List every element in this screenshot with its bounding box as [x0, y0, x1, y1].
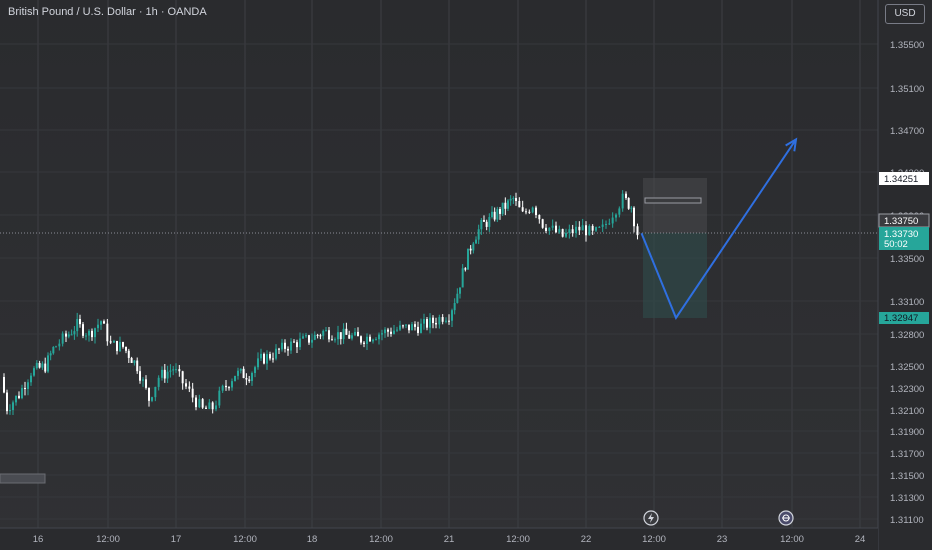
svg-text:12:00: 12:00 — [642, 534, 666, 545]
economic-event-icon[interactable] — [643, 510, 659, 526]
svg-text:12:00: 12:00 — [96, 534, 120, 545]
projection-arrow[interactable] — [640, 137, 798, 320]
svg-text:1.32800: 1.32800 — [890, 330, 924, 341]
svg-text:23: 23 — [717, 534, 728, 545]
svg-text:12:00: 12:00 — [233, 534, 257, 545]
currency-button[interactable]: USD — [885, 4, 925, 24]
svg-text:18: 18 — [307, 534, 318, 545]
svg-text:21: 21 — [444, 534, 455, 545]
svg-text:16: 16 — [33, 534, 44, 545]
svg-text:1.34251: 1.34251 — [884, 174, 918, 185]
svg-text:1.31300: 1.31300 — [890, 493, 924, 504]
holiday-event-icon[interactable] — [778, 510, 794, 526]
svg-text:50:02: 50:02 — [884, 239, 908, 250]
svg-text:1.31900: 1.31900 — [890, 427, 924, 438]
entry-price-label: 1.33750 — [878, 213, 930, 228]
svg-text:1.35500: 1.35500 — [890, 40, 924, 51]
svg-text:1.32947: 1.32947 — [884, 313, 918, 324]
svg-text:1.33100: 1.33100 — [890, 297, 924, 308]
target-price-label: 1.34251 — [879, 172, 929, 185]
svg-text:1.33730: 1.33730 — [884, 229, 918, 240]
svg-text:22: 22 — [581, 534, 592, 545]
svg-text:1.35100: 1.35100 — [890, 84, 924, 95]
svg-text:1.32500: 1.32500 — [890, 362, 924, 373]
svg-text:1.31500: 1.31500 — [890, 471, 924, 482]
svg-text:1.33500: 1.33500 — [890, 254, 924, 265]
chart-title: British Pound / U.S. Dollar · 1h · OANDA — [8, 6, 207, 18]
svg-text:24: 24 — [855, 534, 866, 545]
svg-text:12:00: 12:00 — [369, 534, 393, 545]
svg-text:1.32100: 1.32100 — [890, 406, 924, 417]
position-drawing[interactable] — [0, 178, 878, 484]
time-axis[interactable]: 16 12:00 17 12:00 18 12:00 21 12:00 22 12:00 23 12:… — [0, 510, 878, 550]
svg-text:1.31100: 1.31100 — [890, 515, 924, 526]
candlestick-series — [3, 190, 639, 415]
svg-text:12:00: 12:00 — [506, 534, 530, 545]
stop-price-label: 1.32947 — [879, 312, 929, 324]
svg-text:1.31700: 1.31700 — [890, 449, 924, 460]
svg-text:17: 17 — [171, 534, 182, 545]
svg-text:1.32300: 1.32300 — [890, 384, 924, 395]
svg-text:1.34700: 1.34700 — [890, 126, 924, 137]
price-axis[interactable]: 1.355001.351001.347001.343001.339001.335… — [877, 0, 932, 550]
svg-text:1.33750: 1.33750 — [884, 216, 918, 227]
svg-text:12:00: 12:00 — [780, 534, 804, 545]
